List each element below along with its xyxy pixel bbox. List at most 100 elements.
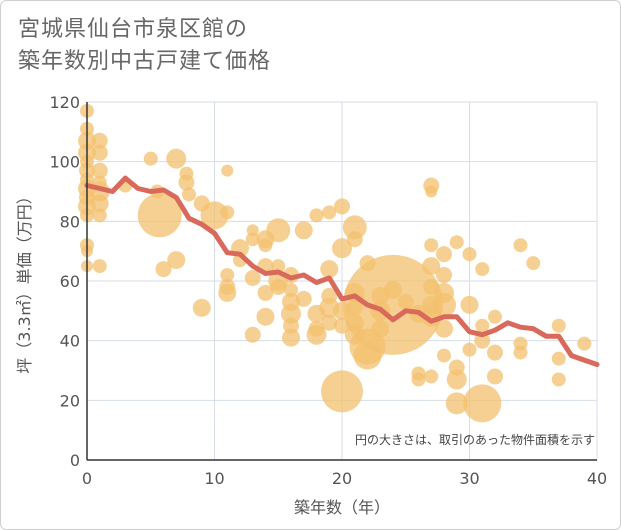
bubble-point-71	[321, 314, 338, 331]
bubble-point-78	[346, 231, 363, 248]
bubble-point-20	[92, 208, 107, 223]
bubble-point-35	[221, 164, 234, 177]
bubble-point-23	[143, 151, 158, 166]
y-tick-label-60: 60	[60, 272, 80, 291]
bubble-point-112	[445, 392, 468, 415]
bubble-point-50	[256, 307, 275, 326]
bubble-point-125	[513, 345, 528, 360]
bubble-point-33	[192, 298, 211, 317]
axes	[86, 102, 597, 461]
y-tick-labels: 0 20 40 60 80 100 120	[49, 93, 80, 470]
x-tick-labels: 0 10 20 30 40	[82, 469, 607, 488]
trend-line-series	[84, 175, 600, 367]
bubble-point-106	[432, 292, 456, 317]
bubble-point-68	[320, 260, 339, 279]
bubble-point-16	[91, 162, 108, 179]
bubble-point-114	[460, 295, 479, 314]
bubble-point-34	[200, 201, 229, 230]
bubble-point-121	[487, 344, 503, 361]
chart-title: 宮城県仙台市泉区館の 築年数別中古戸建て価格	[18, 14, 271, 78]
bubble-point-119	[463, 384, 502, 423]
bubble-point-98	[422, 257, 441, 276]
bubble-point-104	[436, 267, 452, 284]
x-tick-label-20: 20	[332, 469, 352, 488]
bubble-point-94	[411, 372, 426, 387]
bubble-point-14	[91, 132, 108, 149]
bubble-point-66	[306, 324, 327, 345]
bubble-point-72	[334, 198, 350, 215]
x-tick-label-40: 40	[587, 469, 607, 488]
bubble-point-108	[437, 348, 451, 363]
bubble-point-58	[281, 303, 301, 324]
bubble-point-89	[343, 254, 443, 355]
bubble-point-43	[245, 232, 260, 247]
bubble-point-97	[424, 238, 439, 253]
bubble-point-122	[487, 368, 503, 385]
bubble-point-67	[322, 205, 337, 220]
y-tick-label-80: 80	[60, 212, 80, 231]
y-tick-label-100: 100	[49, 153, 80, 172]
bubble-point-107	[435, 319, 453, 338]
y-tick-label-120: 120	[49, 93, 80, 112]
bubble-point-39	[218, 283, 237, 302]
bubble-point-54	[270, 278, 287, 295]
x-tick-label-30: 30	[459, 469, 479, 488]
bubble-point-47	[258, 238, 273, 253]
bubble-point-44	[244, 270, 261, 287]
bubble-point-21	[92, 259, 107, 274]
chart-title-line-2: 築年数別中古戸建て価格	[18, 49, 272, 74]
bubble-series	[78, 103, 592, 423]
bubble-point-62	[295, 290, 312, 307]
bubble-point-63	[309, 208, 324, 223]
bubble-point-27	[166, 148, 187, 169]
bubble-point-130	[577, 336, 592, 351]
bubble-point-102	[424, 369, 439, 384]
bubble-point-15	[91, 144, 108, 161]
bubble-point-129	[551, 372, 566, 387]
bubble-point-52	[271, 259, 286, 274]
bubble-point-51	[266, 218, 291, 243]
bubble-point-56	[284, 282, 298, 297]
bubble-point-96	[425, 185, 438, 198]
x-tick-label-0: 0	[82, 469, 92, 488]
chart-title-line-1: 宮城県仙台市泉区館の	[18, 17, 249, 42]
y-tick-label-20: 20	[60, 391, 80, 410]
bubble-point-109	[449, 235, 464, 250]
bubble-point-26	[137, 193, 182, 238]
bubble-point-28	[167, 251, 186, 270]
bubble-point-45	[244, 326, 261, 343]
x-tick-label-10: 10	[204, 469, 224, 488]
bubble-point-37	[220, 268, 235, 283]
bubble-point-90	[384, 280, 402, 299]
bubble-point-103	[436, 246, 452, 263]
bubble-point-76	[321, 370, 363, 413]
bubble-point-113	[462, 247, 477, 262]
bubble-point-126	[526, 256, 541, 271]
bubble-point-116	[475, 262, 490, 277]
bubble-point-77	[342, 215, 367, 240]
trend-line	[84, 175, 600, 367]
bubble-point-25	[155, 261, 172, 278]
size-legend-note: 円の大きさは、取引のあった物件面積を示す	[355, 432, 595, 447]
bubble-point-111	[446, 369, 467, 390]
bubble-point-91	[397, 293, 414, 310]
bubble-point-117	[475, 318, 490, 333]
bubble-point-118	[474, 332, 491, 349]
x-axis-label: 築年数（年）	[294, 498, 390, 517]
bubble-point-60	[282, 328, 300, 347]
bubble-point-128	[551, 351, 566, 366]
bubble-point-61	[294, 221, 313, 240]
bubble-point-19	[90, 194, 109, 213]
bubble-point-115	[462, 342, 477, 357]
bubble-point-73	[332, 238, 352, 259]
bubble-point-120	[488, 309, 502, 324]
bubble-point-31	[182, 187, 196, 202]
bubble-point-36	[220, 205, 235, 220]
bubble-point-49	[257, 284, 274, 301]
y-axis-label: 坪（3.3㎡）単価（万円）	[15, 188, 34, 373]
bubble-point-30	[178, 174, 195, 191]
bubble-point-127	[551, 318, 566, 333]
y-tick-label-40: 40	[60, 332, 80, 351]
y-tick-label-0: 0	[70, 451, 80, 470]
